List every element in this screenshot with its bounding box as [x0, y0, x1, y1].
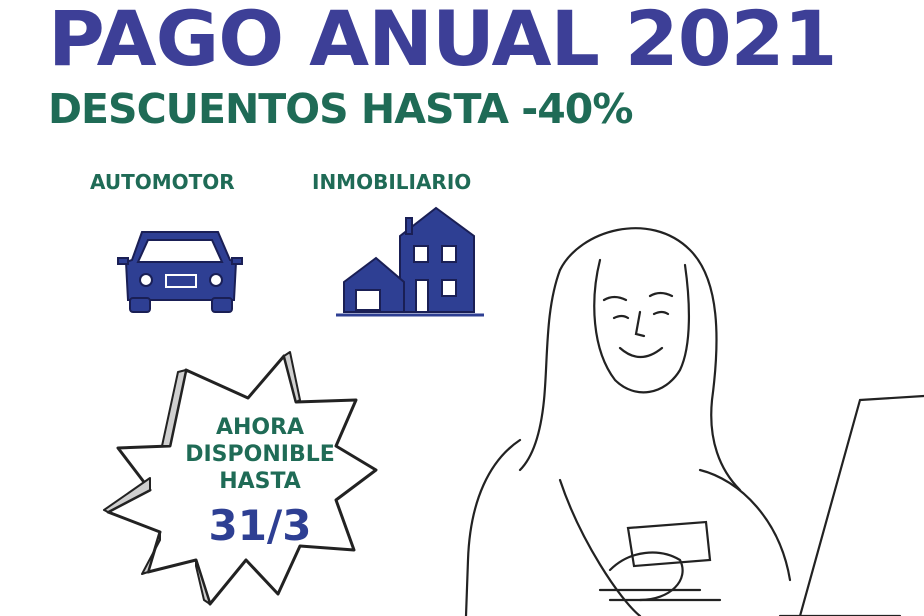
discount-subtitle: DESCUENTOS HASTA -40% — [48, 85, 633, 133]
house-icon — [336, 206, 484, 317]
category-automotor-label: AUTOMOTOR — [90, 170, 235, 194]
badge-date: 31/3 — [208, 501, 312, 550]
starburst-badge — [103, 351, 378, 606]
category-inmobiliario-label: INMOBILIARIO — [312, 170, 472, 194]
car-icon — [117, 231, 243, 313]
page-title: PAGO ANUAL 2021 — [48, 0, 838, 83]
badge-line-hasta: HASTA — [219, 469, 301, 494]
woman-illustration — [464, 227, 924, 616]
badge-text: AHORA DISPONIBLE HASTA — [160, 414, 360, 495]
badge-line-ahora: AHORA — [215, 415, 305, 440]
badge-line-disponible: DISPONIBLE — [185, 442, 335, 467]
